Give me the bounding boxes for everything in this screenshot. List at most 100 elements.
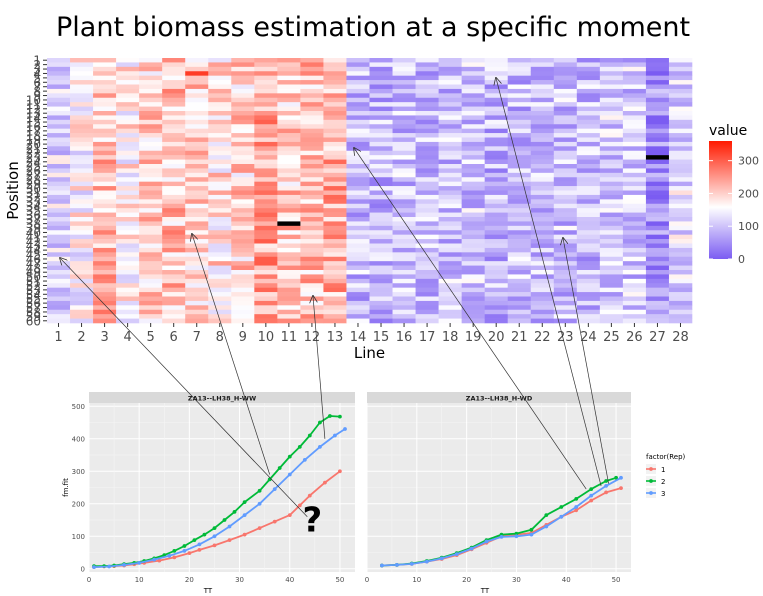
heatmap-cell [553,172,578,178]
heatmap-cell [461,141,485,147]
heatmap-cell [323,300,347,306]
heatmap-cell [438,305,462,311]
series-point-3 [343,427,347,431]
heatmap-cell [530,309,555,315]
heatmap-cell [484,58,509,63]
heatmap-cell [277,194,301,200]
heatmap-cell [323,318,347,324]
heatmap-cell [461,314,485,319]
heatmap-cell [553,225,578,231]
heatmap-cell [369,164,393,169]
heatmap-cell [369,314,393,319]
heatmap-cell [576,300,601,306]
heatmap-cell [208,256,232,262]
heatmap-cell [185,164,209,169]
heatmap-cell [139,296,163,302]
heatmap-cell [139,292,163,297]
heatmap-cell [599,265,624,271]
heatmap-cell [277,318,301,324]
heatmap-cell [323,177,347,182]
heatmap-cell [668,181,693,187]
heatmap-cell [576,318,601,324]
series-point-2 [242,500,247,504]
heatmap-cell [668,119,693,125]
heatmap-cell [599,58,624,63]
growth-panel-ww: ZA13--LH38_H-WW0 10 20 30 40 5001002003004005… [62,392,355,595]
heatmap-cell [645,234,670,240]
heatmap-cell [231,186,255,191]
heatmap-cell [645,247,670,253]
x-tick-label: 40 [562,576,571,584]
heatmap-cell [645,80,670,85]
heatmap-cell [415,159,439,165]
heatmap-cell [254,150,278,156]
heatmap-cell [208,212,232,218]
heatmap-cell [254,212,278,218]
heatmap-cell [185,265,209,271]
heatmap-cell [369,146,393,152]
heatmap-cell [116,318,140,324]
heatmap-cell [47,208,71,213]
annotation-arrow [354,148,587,490]
heatmap-cell [507,97,532,103]
heatmap-cell [645,155,670,160]
heatmap-cell [622,141,647,147]
heatmap-cell [231,141,255,147]
heatmap-cell [461,155,485,160]
heatmap-cell [599,119,624,125]
heatmap-cell [645,283,670,288]
legend-tick-label: 300 [738,155,759,168]
heatmap-cell [461,208,485,213]
heatmap-cell [185,181,209,187]
heatmap-cell [70,190,94,196]
heatmap-cell [369,247,393,253]
series-point-3 [574,505,579,509]
heatmap-cell [93,300,117,306]
heatmap-cell [392,159,416,165]
x-tick-label: 15 [373,330,390,345]
heatmap-cell [645,314,670,319]
heatmap-cell [438,256,462,262]
heatmap-cell [392,115,416,121]
heatmap-cell [116,106,140,112]
series-point-1 [338,469,342,474]
heatmap-cell [484,190,509,196]
panel-strip [89,392,355,403]
heatmap-cell [668,80,693,85]
x-tick-label: 22 [534,330,551,345]
heatmap-cell [47,230,71,235]
heatmap-cell [47,88,71,94]
heatmap-cell [208,62,232,68]
x-tick-label: 25 [603,330,620,345]
heatmap-cell [530,217,555,222]
heatmap-cell [553,124,578,129]
heatmap-cell [346,133,370,138]
heatmap-cell [599,217,624,222]
heatmap-cell [530,133,555,138]
heatmap-cell [231,300,255,306]
heatmap-cell [438,159,462,165]
heatmap-cell [323,305,347,311]
heatmap-cell [93,164,117,169]
heatmap-cell [139,247,163,253]
heatmap-cell [507,274,532,280]
heatmap-cell [645,119,670,125]
heatmap-cell [599,102,624,107]
heatmap-cell [392,124,416,129]
heatmap-cell [668,270,693,275]
heatmap-cell [622,88,647,94]
heatmap-cell [484,305,509,311]
heatmap-cell [622,234,647,240]
y-tick-label: 1 [33,54,41,68]
heatmap-cell [300,256,324,262]
heatmap-cell [93,296,117,302]
heatmap-cell [116,221,140,227]
heatmap-cell [346,274,370,280]
y-tick-label: 40 [26,226,41,240]
x-tick-label: 50 [612,576,621,584]
heatmap-cell [231,137,255,143]
heatmap-cell [231,252,255,258]
series-point-3 [137,561,142,565]
heatmap-cell [599,212,624,218]
heatmap-cell [323,314,347,319]
